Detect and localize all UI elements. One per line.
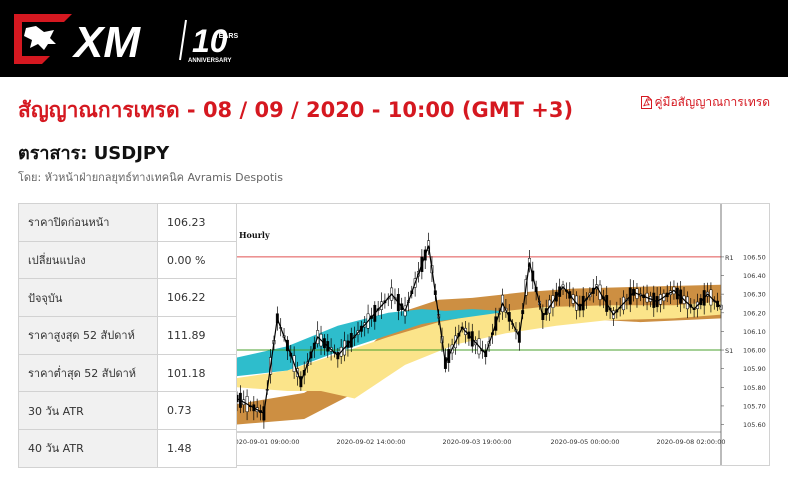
chart-title: Hourly xyxy=(239,230,270,240)
stat-value-prev-close: 106.23 xyxy=(157,203,237,242)
stat-label-prev-close: ราคาปิดก่อนหน้า xyxy=(18,203,158,242)
x-tick-label: 2020-09-02 14:00:00 xyxy=(336,438,405,446)
signals-guide-link[interactable]: คู่มือสัญญาณการเทรด xyxy=(640,93,771,112)
stat-value-current: 106.22 xyxy=(157,278,237,318)
stat-label-52w-low: ราคาต่ำสุด 52 สัปดาห์ xyxy=(18,353,158,393)
stats-row: 40 วัน ATR 1.48 xyxy=(18,429,237,468)
stat-label-atr-40: 40 วัน ATR xyxy=(18,429,158,468)
stats-row: 30 วัน ATR 0.73 xyxy=(18,391,237,431)
signals-guide-label: คู่มือสัญญาณการเทรด xyxy=(654,95,771,109)
x-tick-label: 2020-09-05 00:00:00 xyxy=(550,438,619,446)
y-tick-label: 106.50 xyxy=(743,253,766,261)
logo-anniversary: ANNIVERSARY xyxy=(188,58,231,64)
x-tick-label: 2020-09-08 02:00:00 xyxy=(656,438,725,446)
top-header-bar: XM 10 YEARS ANNIVERSARY xyxy=(0,0,788,77)
stats-table: ราคาปิดก่อนหน้า 106.23 เปลี่ยนแปลง 0.00 … xyxy=(18,203,237,468)
x-tick-label: 2020-09-01 09:00:00 xyxy=(237,438,300,446)
mid-band xyxy=(237,309,500,377)
level-label-s1: S1 xyxy=(725,347,733,355)
y-tick-label: 105.60 xyxy=(743,421,766,429)
y-tick-label: 105.70 xyxy=(743,402,766,410)
xm-logo[interactable]: XM 10 YEARS ANNIVERSARY xyxy=(14,14,244,64)
level-label-r1: R1 xyxy=(725,254,734,262)
stat-label-atr-30: 30 วัน ATR xyxy=(18,391,158,431)
stat-value-52w-high: 111.89 xyxy=(157,316,237,355)
logo-badge: 10 xyxy=(192,23,228,59)
stat-label-current: ปัจจุบัน xyxy=(18,278,158,318)
stat-value-atr-30: 0.73 xyxy=(157,391,237,431)
y-tick-label: 106.30 xyxy=(743,291,766,299)
stats-row: ปัจจุบัน 106.22 xyxy=(18,278,237,318)
stats-row: ราคาสูงสุด 52 สัปดาห์ 111.89 xyxy=(18,316,237,355)
pdf-icon xyxy=(640,96,652,109)
chart-svg: Hourly R1 S1 106.50 106.40 106.30 106.20 106.10… xyxy=(237,204,766,465)
author-byline: โดย: หัวหน้าฝ่ายกลยุทธ์ทางเทคนิค Avramis… xyxy=(18,171,283,184)
y-tick-label: 106.20 xyxy=(743,309,766,317)
stat-value-52w-low: 101.18 xyxy=(157,353,237,393)
stat-label-52w-high: ราคาสูงสุด 52 สัปดาห์ xyxy=(18,316,158,355)
stats-row: ราคาต่ำสุด 52 สัปดาห์ 101.18 xyxy=(18,353,237,393)
stat-label-change: เปลี่ยนแปลง xyxy=(18,240,158,280)
logo-badge-sub: YEARS xyxy=(214,33,238,40)
y-tick-label: 106.00 xyxy=(743,347,766,355)
y-tick-label: 106.40 xyxy=(743,272,766,280)
page-title: สัญญาณการเทรด - 08 / 09 / 2020 - 10:00 (… xyxy=(18,98,574,122)
y-tick-label: 105.80 xyxy=(743,384,766,392)
y-tick-label: 105.90 xyxy=(743,365,766,373)
zigzag-line xyxy=(237,245,722,415)
y-tick-label: 106.10 xyxy=(743,328,766,336)
stat-value-change: 0.00 % xyxy=(157,240,237,280)
logo-text: XM xyxy=(71,18,141,64)
instrument-heading: ตราสาร: USDJPY xyxy=(18,143,170,164)
x-tick-label: 2020-09-03 19:00:00 xyxy=(442,438,511,446)
stats-row: เปลี่ยนแปลง 0.00 % xyxy=(18,240,237,280)
lower-band xyxy=(237,301,721,399)
price-chart: Hourly R1 S1 106.50 106.40 106.30 106.20 106.10… xyxy=(237,203,770,466)
stat-value-atr-40: 1.48 xyxy=(157,429,237,468)
stats-row: ราคาปิดก่อนหน้า 106.23 xyxy=(18,203,237,242)
